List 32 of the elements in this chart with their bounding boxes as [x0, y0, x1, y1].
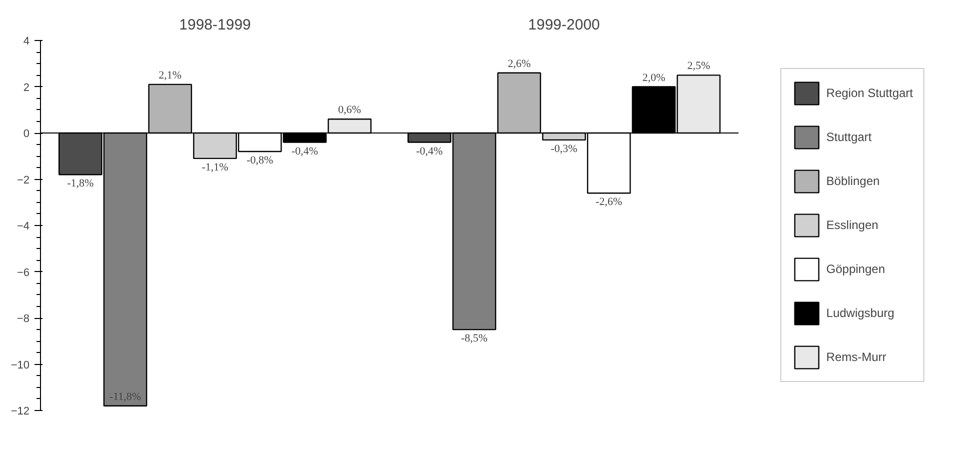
- legend-label: Böblingen: [826, 174, 880, 188]
- y-tick-label: −12: [10, 406, 30, 418]
- y-tick-label: −6: [16, 266, 30, 279]
- data-label: -0,4%: [291, 145, 318, 158]
- y-tick-label: −2: [16, 174, 30, 186]
- data-label: 2,0%: [642, 72, 666, 84]
- x-tick-label: 1999-2000: [528, 16, 600, 34]
- y-tick-label: 2: [23, 82, 30, 94]
- data-label: -0,3%: [550, 142, 578, 155]
- data-label: 0,6%: [338, 104, 362, 116]
- data-label: 2,6%: [508, 58, 531, 70]
- y-tick-label: 0: [23, 128, 30, 140]
- data-label: -8,5%: [460, 332, 488, 345]
- y-tick-label: −4: [16, 220, 30, 232]
- data-label: -0,8%: [246, 154, 274, 166]
- data-label: 2,5%: [687, 60, 710, 72]
- legend-label: Rems-Murr: [826, 350, 886, 364]
- legend-label: Göppingen: [826, 262, 885, 276]
- data-label: -11,8%: [109, 390, 142, 403]
- data-label: 2,1%: [158, 69, 182, 82]
- legend-label: Esslingen: [826, 218, 878, 232]
- x-tick-label: 1998-1999: [179, 16, 251, 34]
- data-label: -2,6%: [596, 196, 622, 208]
- y-tick-label: 4: [23, 36, 30, 48]
- data-label: -0,4%: [416, 145, 443, 158]
- legend-label: Stuttgart: [826, 130, 872, 144]
- y-tick-label: −10: [10, 359, 30, 372]
- data-label: -1,1%: [202, 161, 228, 174]
- y-tick-label: −8: [16, 313, 30, 325]
- legend-label: Ludwigsburg: [826, 306, 894, 320]
- legend-label: Region Stuttgart: [826, 86, 913, 100]
- data-label: -1,8%: [67, 178, 94, 190]
